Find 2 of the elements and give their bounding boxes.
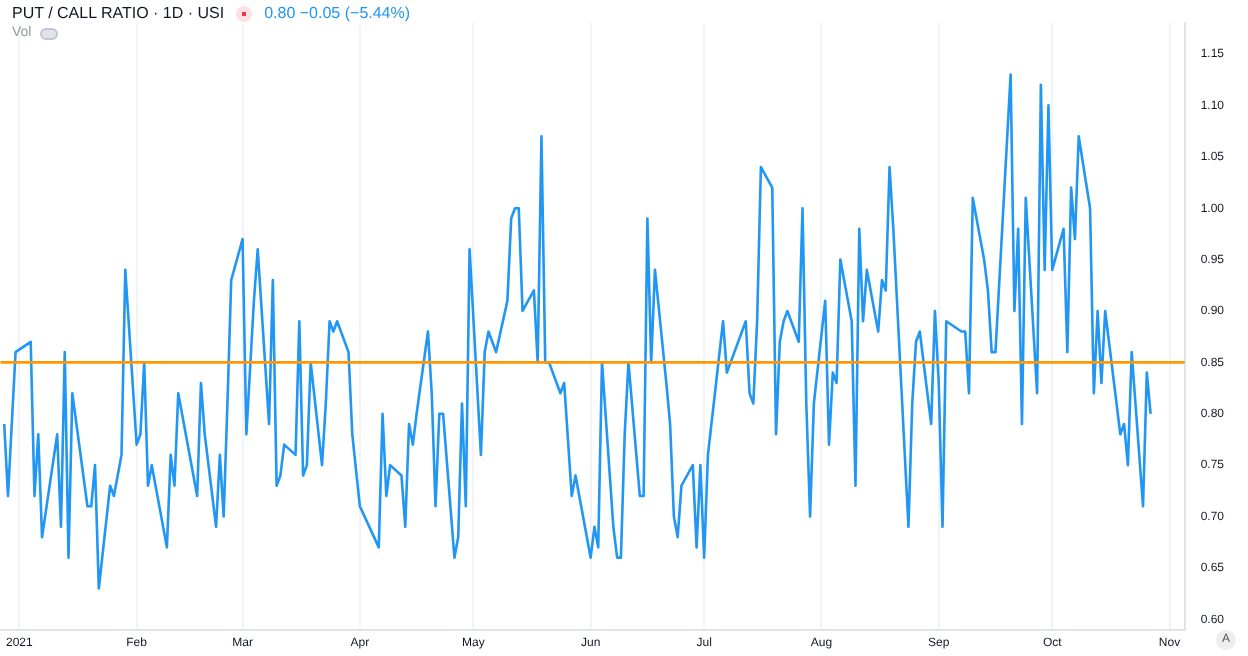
chart-title: PUT / CALL RATIO · 1D · USI [12,4,225,22]
annotation: 0.80 −0.05 (−5.44%) [264,4,411,22]
